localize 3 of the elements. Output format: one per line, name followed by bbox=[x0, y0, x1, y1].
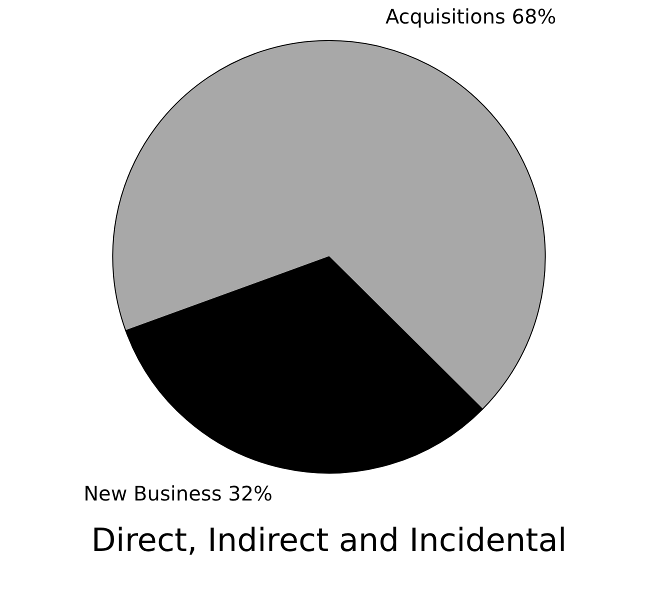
slice-label: Acquisitions 68% bbox=[385, 4, 556, 29]
slice-label: New Business 32% bbox=[84, 481, 273, 506]
text: Direct, Indirect and Incidental bbox=[91, 521, 567, 560]
